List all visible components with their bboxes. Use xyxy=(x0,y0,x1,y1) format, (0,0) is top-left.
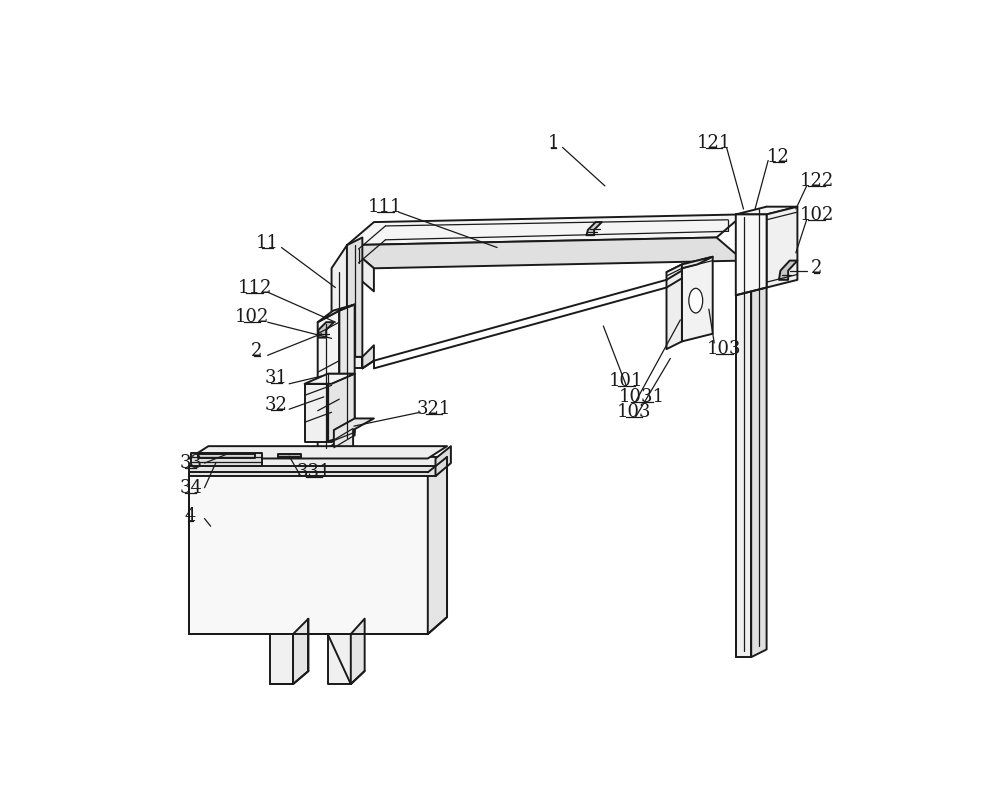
Polygon shape xyxy=(351,619,365,684)
Polygon shape xyxy=(666,265,682,349)
Polygon shape xyxy=(428,457,447,634)
Polygon shape xyxy=(767,207,797,287)
Polygon shape xyxy=(347,238,362,357)
Text: 2: 2 xyxy=(811,259,822,277)
Polygon shape xyxy=(189,466,436,476)
Text: 102: 102 xyxy=(799,206,834,224)
Text: 2: 2 xyxy=(251,341,263,360)
Text: 112: 112 xyxy=(237,279,272,296)
Polygon shape xyxy=(332,246,347,380)
Polygon shape xyxy=(328,374,355,441)
Polygon shape xyxy=(736,215,767,295)
Polygon shape xyxy=(682,257,713,341)
Polygon shape xyxy=(191,453,262,466)
Polygon shape xyxy=(779,261,797,280)
Polygon shape xyxy=(736,207,797,215)
Polygon shape xyxy=(334,418,374,449)
Text: 103: 103 xyxy=(707,340,742,358)
Text: 321: 321 xyxy=(417,400,451,418)
Polygon shape xyxy=(347,246,374,291)
Polygon shape xyxy=(198,454,255,459)
Polygon shape xyxy=(362,345,374,368)
Text: 111: 111 xyxy=(368,199,403,216)
Polygon shape xyxy=(305,374,355,384)
Polygon shape xyxy=(318,304,355,322)
Text: 11: 11 xyxy=(256,234,279,252)
Polygon shape xyxy=(339,304,355,441)
Polygon shape xyxy=(270,634,293,684)
Polygon shape xyxy=(586,222,602,235)
Text: 102: 102 xyxy=(235,308,269,326)
Polygon shape xyxy=(318,310,339,453)
Ellipse shape xyxy=(689,288,703,313)
Polygon shape xyxy=(736,215,751,657)
Polygon shape xyxy=(332,357,362,368)
Polygon shape xyxy=(318,322,334,337)
Polygon shape xyxy=(305,384,332,441)
Polygon shape xyxy=(189,457,447,472)
Polygon shape xyxy=(666,257,713,272)
Text: 12: 12 xyxy=(767,147,790,166)
Polygon shape xyxy=(278,454,301,459)
Text: 101: 101 xyxy=(609,372,644,390)
Text: 32: 32 xyxy=(265,395,288,413)
Text: 121: 121 xyxy=(697,134,731,152)
Text: 331: 331 xyxy=(297,463,331,482)
Polygon shape xyxy=(328,634,351,684)
Polygon shape xyxy=(189,472,428,634)
Polygon shape xyxy=(347,215,744,246)
Text: 122: 122 xyxy=(800,173,834,190)
Polygon shape xyxy=(293,619,308,684)
Polygon shape xyxy=(751,207,767,657)
Text: 33: 33 xyxy=(179,454,202,472)
Text: 34: 34 xyxy=(179,478,202,497)
Text: 1031: 1031 xyxy=(619,388,665,406)
Polygon shape xyxy=(189,446,447,459)
Text: 4: 4 xyxy=(185,507,196,525)
Polygon shape xyxy=(347,238,744,268)
Text: 1: 1 xyxy=(548,134,559,152)
Text: 103: 103 xyxy=(617,403,651,421)
Polygon shape xyxy=(436,446,451,476)
Text: 31: 31 xyxy=(265,369,288,387)
